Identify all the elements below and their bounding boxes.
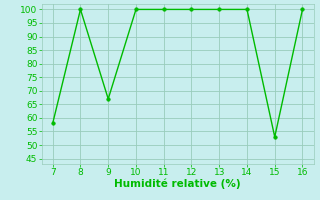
X-axis label: Humidité relative (%): Humidité relative (%) bbox=[114, 179, 241, 189]
